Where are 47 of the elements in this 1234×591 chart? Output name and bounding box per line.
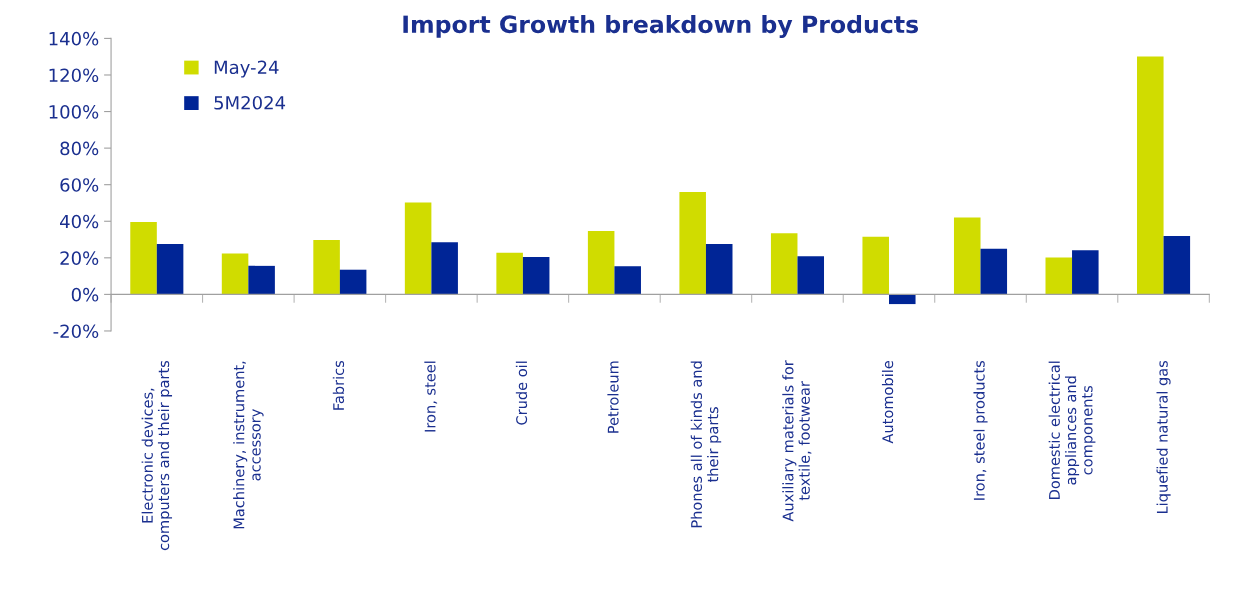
y-tick-label: 140% (49, 31, 99, 46)
bar (614, 266, 641, 295)
bar (770, 233, 798, 295)
x-tick-label: Domestic electrical appliances and components (1048, 361, 1096, 499)
y-tick-label: 100% (49, 105, 99, 119)
bar (679, 192, 706, 295)
bar (404, 202, 432, 295)
bar (431, 242, 458, 295)
x-tick-label: Iron, steel products (973, 360, 988, 500)
bar (953, 217, 981, 295)
x-tick-label: Phones all of kinds and their parts (690, 361, 722, 528)
y-tick-label: 20% (60, 251, 99, 265)
legend-label: May-24 (214, 60, 279, 78)
bar (862, 236, 889, 295)
chart-title: Import Growth breakdown by Products (403, 14, 919, 38)
y-tick-label: 0% (71, 287, 99, 302)
bar (339, 269, 367, 295)
legend-label: 5M2024 (214, 95, 286, 110)
bar (888, 294, 916, 305)
x-tick-label: Fabrics (332, 360, 345, 410)
bar (587, 230, 615, 295)
bar (248, 265, 275, 295)
bar (313, 240, 340, 295)
bar (797, 256, 825, 295)
x-tick-label: Iron, steel (424, 361, 438, 432)
x-tick-label: Automobile (881, 360, 894, 444)
bar (980, 248, 1008, 295)
bar (522, 257, 550, 295)
bar (1137, 56, 1164, 295)
x-tick-label: Crude oil (515, 361, 528, 425)
bar (1163, 236, 1191, 295)
y-tick-label: 80% (60, 141, 99, 156)
bar (130, 221, 157, 295)
bar (1045, 257, 1073, 295)
y-tick-label: -20% (53, 324, 99, 339)
y-tick-label: 60% (60, 178, 99, 192)
bar (496, 252, 523, 295)
x-tick-label: Liquefied natural gas (1156, 360, 1171, 514)
bar (156, 244, 184, 295)
bar (705, 244, 733, 295)
x-tick-label: Machinery, instrument, accessory (233, 361, 264, 529)
bar (1072, 250, 1099, 295)
bar (221, 253, 249, 295)
x-tick-label: Electronic devices, computers and their parts (141, 360, 173, 551)
y-tick-label: 40% (60, 214, 99, 229)
y-tick-label: 120% (49, 68, 99, 83)
x-tick-label: Petroleum (607, 361, 619, 433)
